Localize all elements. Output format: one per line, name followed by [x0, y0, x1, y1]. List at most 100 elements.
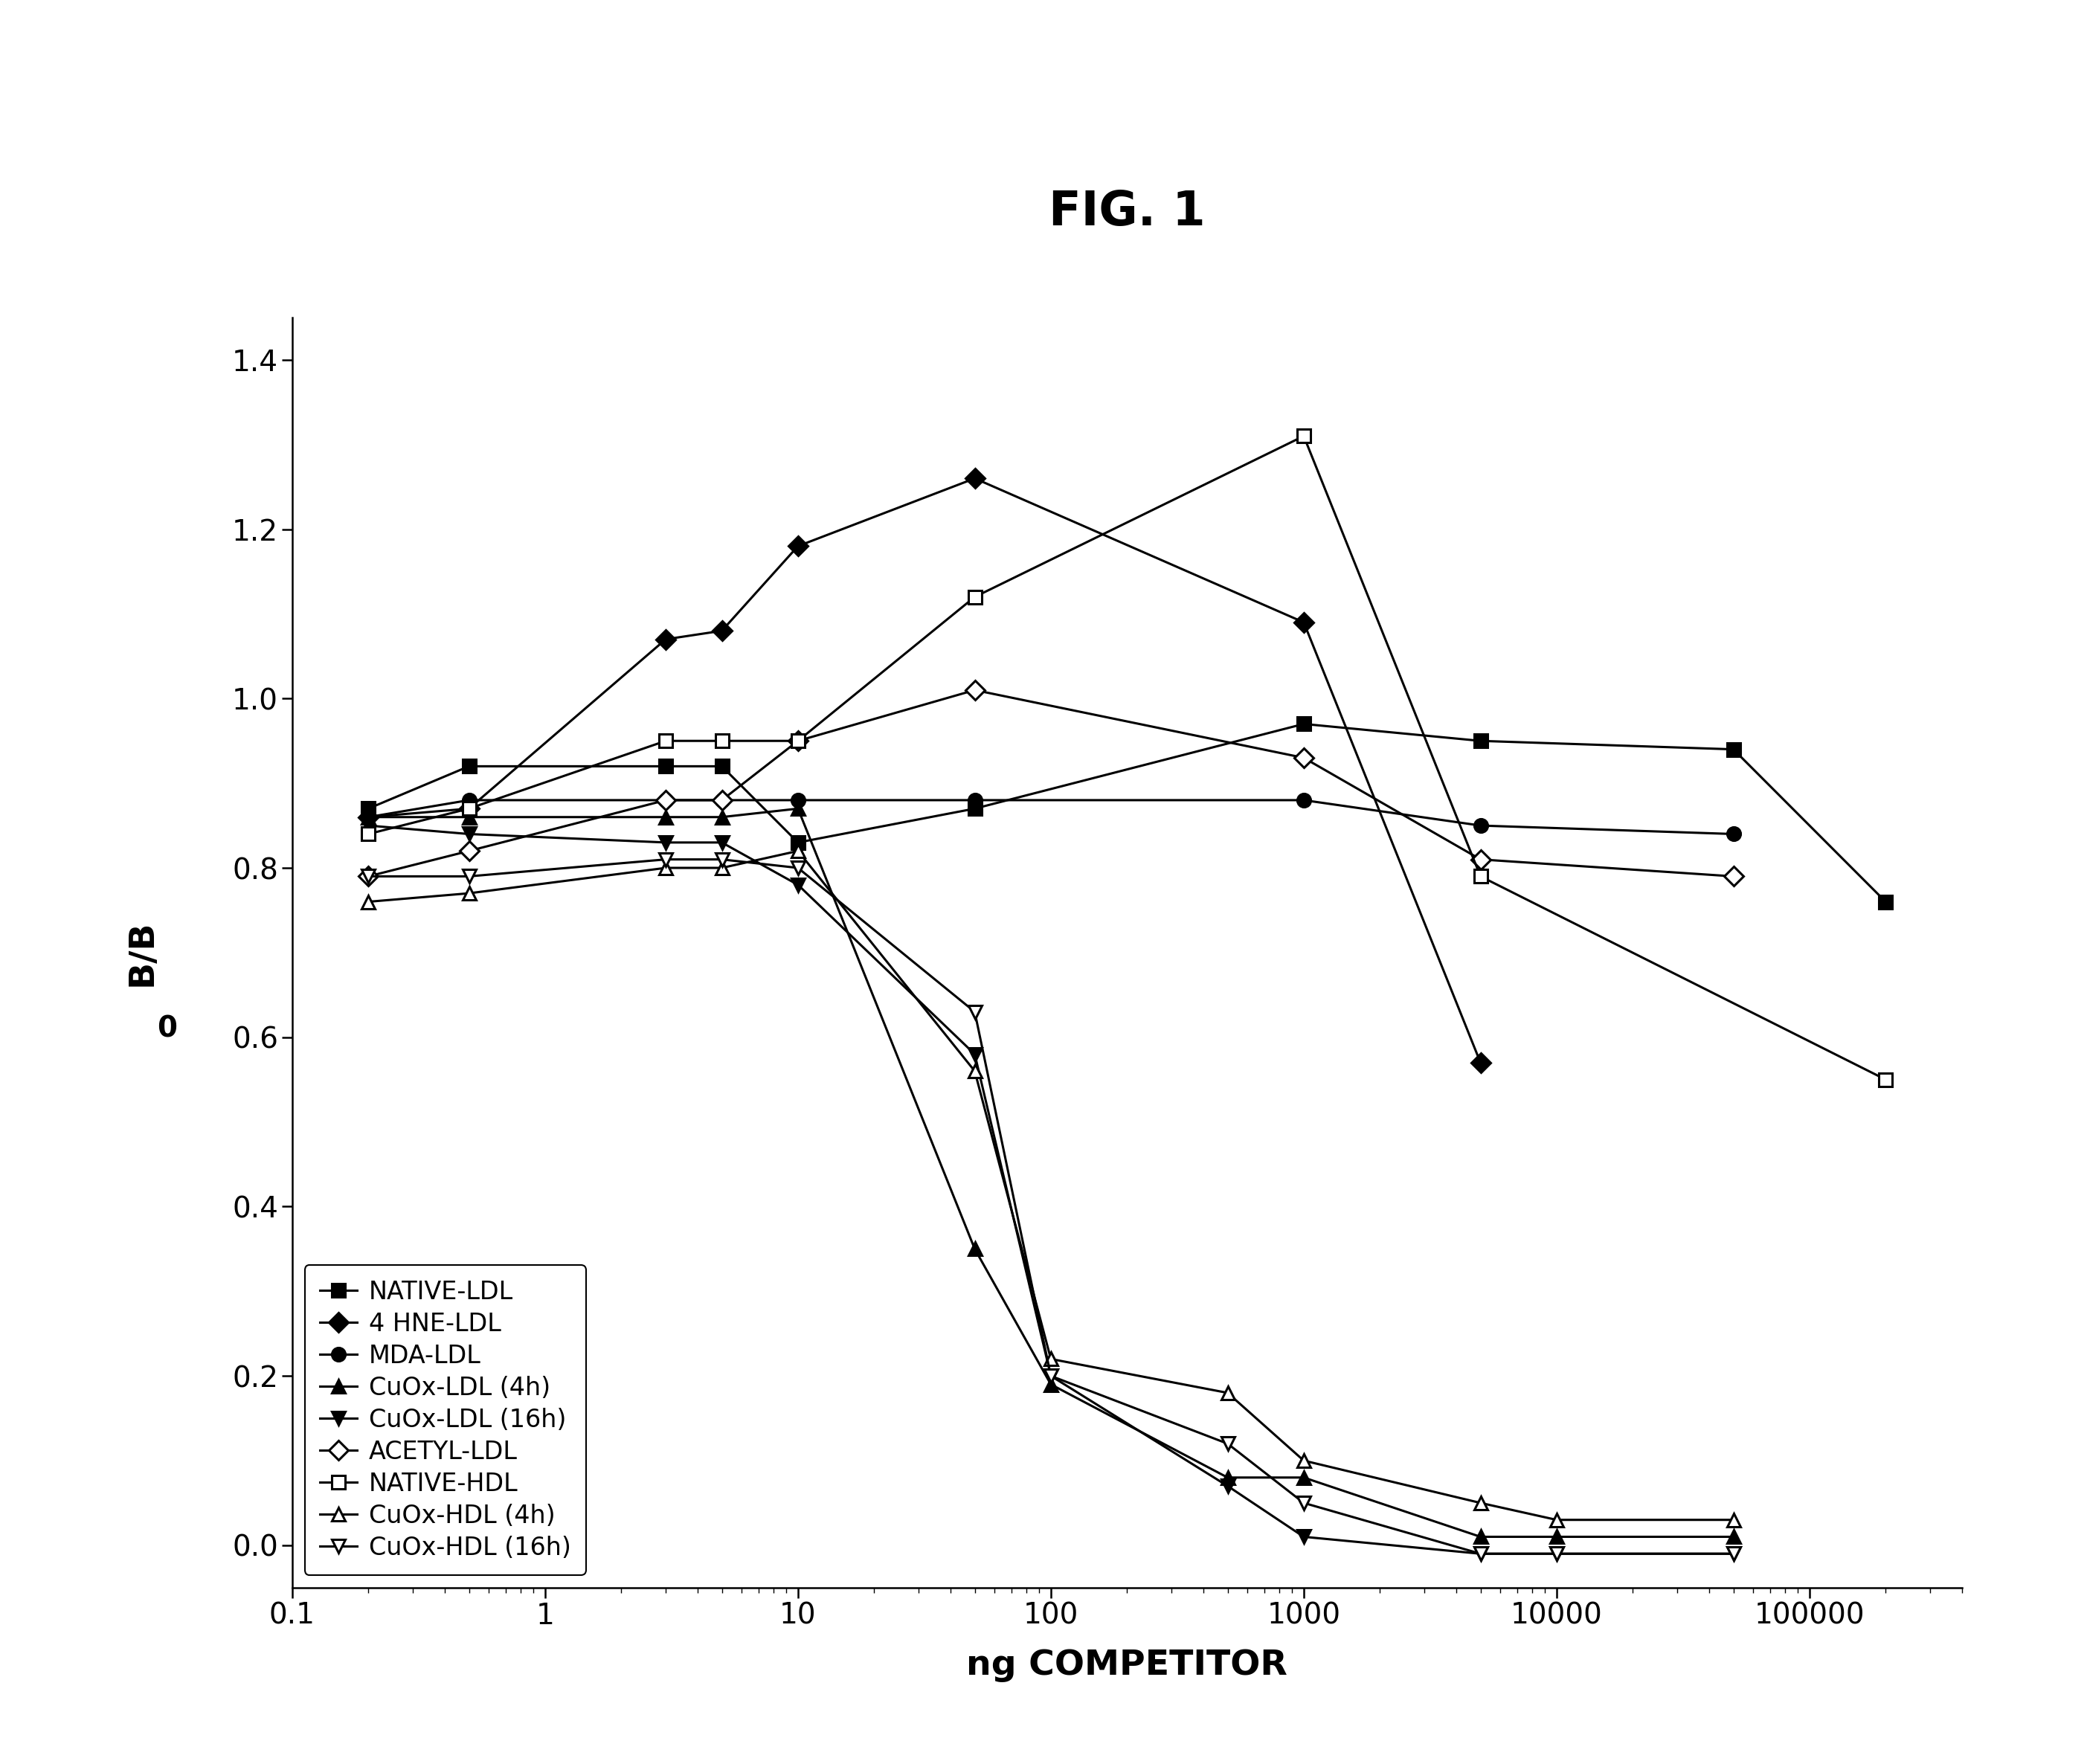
Text: B/B: B/B [125, 919, 159, 986]
ACETYL-LDL [962, 679, 987, 700]
4 HNE-LDL [457, 797, 482, 818]
CuOx-HDL (4h) [710, 857, 735, 878]
CuOx-LDL (4h) [1215, 1468, 1240, 1489]
CuOx-LDL (16h) [962, 1044, 987, 1065]
CuOx-HDL (4h) [457, 882, 482, 903]
CuOx-LDL (16h) [1467, 1544, 1492, 1565]
4 HNE-LDL [1292, 612, 1317, 633]
NATIVE-HDL [1292, 425, 1317, 446]
CuOx-HDL (4h) [1039, 1348, 1064, 1369]
4 HNE-LDL [785, 536, 810, 557]
4 HNE-LDL [1467, 1051, 1492, 1073]
Legend: NATIVE-LDL, 4 HNE-LDL, MDA-LDL, CuOx-LDL (4h), CuOx-LDL (16h), ACETYL-LDL, NATIV: NATIVE-LDL, 4 HNE-LDL, MDA-LDL, CuOx-LDL… [305, 1265, 586, 1575]
CuOx-LDL (4h) [1722, 1526, 1747, 1547]
Line: MDA-LDL: MDA-LDL [361, 794, 1741, 841]
Line: CuOx-LDL (16h): CuOx-LDL (16h) [361, 818, 1741, 1561]
Text: FIG. 1: FIG. 1 [1048, 189, 1206, 235]
MDA-LDL [1722, 824, 1747, 845]
CuOx-HDL (16h) [785, 857, 810, 878]
CuOx-LDL (16h) [1544, 1544, 1569, 1565]
CuOx-HDL (4h) [355, 891, 380, 912]
MDA-LDL [1467, 815, 1492, 836]
Line: ACETYL-LDL: ACETYL-LDL [361, 683, 1741, 884]
4 HNE-LDL [653, 628, 678, 649]
CuOx-HDL (16h) [653, 848, 678, 870]
NATIVE-LDL [653, 755, 678, 776]
CuOx-HDL (16h) [1215, 1432, 1240, 1454]
Line: NATIVE-LDL: NATIVE-LDL [361, 718, 1893, 908]
CuOx-LDL (16h) [457, 824, 482, 845]
4 HNE-LDL [710, 621, 735, 642]
CuOx-HDL (16h) [1039, 1365, 1064, 1387]
CuOx-LDL (16h) [1039, 1365, 1064, 1387]
NATIVE-LDL [457, 755, 482, 776]
NATIVE-LDL [1292, 713, 1317, 734]
NATIVE-LDL [355, 797, 380, 818]
CuOx-LDL (4h) [1544, 1526, 1569, 1547]
CuOx-LDL (4h) [962, 1238, 987, 1259]
CuOx-LDL (4h) [457, 806, 482, 827]
CuOx-HDL (16h) [457, 866, 482, 887]
ACETYL-LDL [1722, 866, 1747, 887]
Line: CuOx-HDL (4h): CuOx-HDL (4h) [361, 845, 1741, 1526]
ACETYL-LDL [1292, 748, 1317, 769]
NATIVE-LDL [785, 833, 810, 854]
CuOx-HDL (4h) [785, 840, 810, 861]
NATIVE-LDL [1874, 891, 1899, 912]
Line: 4 HNE-LDL: 4 HNE-LDL [361, 471, 1488, 1069]
CuOx-LDL (16h) [785, 875, 810, 896]
Text: 0: 0 [157, 1014, 177, 1043]
CuOx-HDL (4h) [962, 1060, 987, 1081]
ACETYL-LDL [1467, 848, 1492, 870]
CuOx-LDL (4h) [710, 806, 735, 827]
4 HNE-LDL [962, 467, 987, 489]
NATIVE-LDL [710, 755, 735, 776]
NATIVE-LDL [962, 797, 987, 818]
ACETYL-LDL [785, 730, 810, 751]
NATIVE-HDL [653, 730, 678, 751]
CuOx-HDL (4h) [1722, 1510, 1747, 1531]
CuOx-LDL (4h) [1292, 1468, 1317, 1489]
NATIVE-LDL [1467, 730, 1492, 751]
CuOx-HDL (16h) [1544, 1544, 1569, 1565]
NATIVE-HDL [355, 824, 380, 845]
CuOx-LDL (16h) [355, 815, 380, 836]
ACETYL-LDL [457, 840, 482, 861]
CuOx-LDL (16h) [1292, 1526, 1317, 1547]
CuOx-LDL (4h) [1039, 1374, 1064, 1395]
ACETYL-LDL [355, 866, 380, 887]
NATIVE-LDL [1722, 739, 1747, 760]
X-axis label: ng COMPETITOR: ng COMPETITOR [966, 1648, 1288, 1681]
Line: CuOx-LDL (4h): CuOx-LDL (4h) [361, 803, 1741, 1544]
MDA-LDL [1292, 790, 1317, 811]
CuOx-LDL (16h) [1722, 1544, 1747, 1565]
MDA-LDL [962, 790, 987, 811]
MDA-LDL [710, 790, 735, 811]
CuOx-LDL (4h) [653, 806, 678, 827]
CuOx-HDL (16h) [355, 866, 380, 887]
ACETYL-LDL [653, 790, 678, 811]
MDA-LDL [785, 790, 810, 811]
NATIVE-HDL [785, 730, 810, 751]
CuOx-LDL (16h) [1215, 1475, 1240, 1496]
CuOx-LDL (4h) [785, 797, 810, 818]
CuOx-HDL (16h) [1467, 1544, 1492, 1565]
CuOx-LDL (16h) [653, 833, 678, 854]
4 HNE-LDL [355, 806, 380, 827]
ACETYL-LDL [710, 790, 735, 811]
CuOx-LDL (4h) [355, 806, 380, 827]
MDA-LDL [355, 806, 380, 827]
CuOx-LDL (16h) [710, 833, 735, 854]
CuOx-HDL (16h) [1292, 1492, 1317, 1514]
CuOx-HDL (16h) [710, 848, 735, 870]
CuOx-HDL (4h) [1215, 1383, 1240, 1404]
NATIVE-HDL [962, 586, 987, 607]
CuOx-LDL (4h) [1467, 1526, 1492, 1547]
NATIVE-HDL [1467, 866, 1492, 887]
CuOx-HDL (4h) [653, 857, 678, 878]
CuOx-HDL (4h) [1544, 1510, 1569, 1531]
CuOx-HDL (16h) [1722, 1544, 1747, 1565]
Line: CuOx-HDL (16h): CuOx-HDL (16h) [361, 852, 1741, 1561]
CuOx-HDL (4h) [1292, 1450, 1317, 1471]
MDA-LDL [653, 790, 678, 811]
